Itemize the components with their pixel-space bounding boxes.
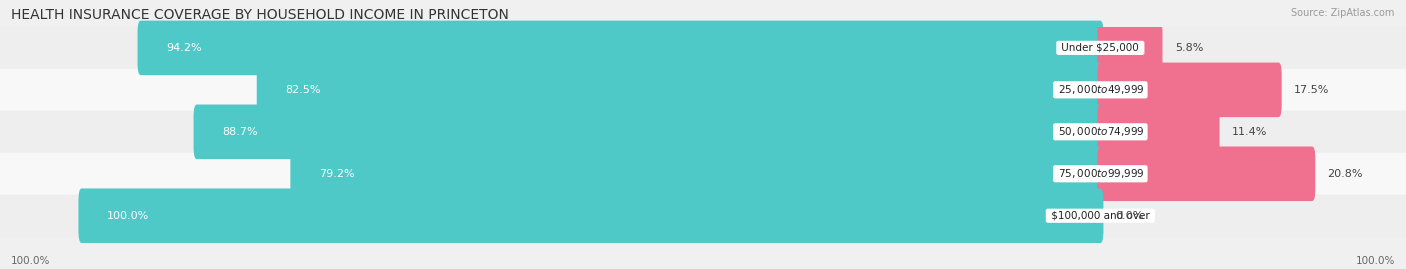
Text: 11.4%: 11.4%	[1232, 127, 1267, 137]
FancyBboxPatch shape	[0, 27, 1406, 69]
FancyBboxPatch shape	[1097, 63, 1282, 117]
Text: 82.5%: 82.5%	[285, 85, 321, 95]
FancyBboxPatch shape	[0, 111, 1406, 153]
Text: 0.0%: 0.0%	[1115, 211, 1144, 221]
Text: $100,000 and over: $100,000 and over	[1047, 211, 1153, 221]
FancyBboxPatch shape	[1097, 105, 1219, 159]
FancyBboxPatch shape	[194, 105, 1104, 159]
FancyBboxPatch shape	[257, 63, 1104, 117]
Text: Source: ZipAtlas.com: Source: ZipAtlas.com	[1291, 8, 1395, 18]
Text: $50,000 to $74,999: $50,000 to $74,999	[1054, 125, 1146, 138]
FancyBboxPatch shape	[138, 21, 1104, 75]
Text: 17.5%: 17.5%	[1294, 85, 1329, 95]
FancyBboxPatch shape	[0, 153, 1406, 195]
Text: $75,000 to $99,999: $75,000 to $99,999	[1054, 167, 1146, 180]
FancyBboxPatch shape	[0, 195, 1406, 237]
Text: 79.2%: 79.2%	[319, 169, 354, 179]
FancyBboxPatch shape	[1097, 147, 1316, 201]
Text: 88.7%: 88.7%	[222, 127, 257, 137]
FancyBboxPatch shape	[291, 147, 1104, 201]
Text: 100.0%: 100.0%	[1355, 256, 1395, 266]
Text: HEALTH INSURANCE COVERAGE BY HOUSEHOLD INCOME IN PRINCETON: HEALTH INSURANCE COVERAGE BY HOUSEHOLD I…	[11, 8, 509, 22]
Text: $25,000 to $49,999: $25,000 to $49,999	[1054, 83, 1146, 96]
FancyBboxPatch shape	[79, 189, 1104, 243]
Text: 94.2%: 94.2%	[166, 43, 201, 53]
Text: 20.8%: 20.8%	[1327, 169, 1362, 179]
FancyBboxPatch shape	[1097, 21, 1163, 75]
FancyBboxPatch shape	[0, 69, 1406, 111]
Text: Under $25,000: Under $25,000	[1059, 43, 1142, 53]
Text: 100.0%: 100.0%	[107, 211, 149, 221]
Text: 100.0%: 100.0%	[11, 256, 51, 266]
Text: 5.8%: 5.8%	[1175, 43, 1204, 53]
